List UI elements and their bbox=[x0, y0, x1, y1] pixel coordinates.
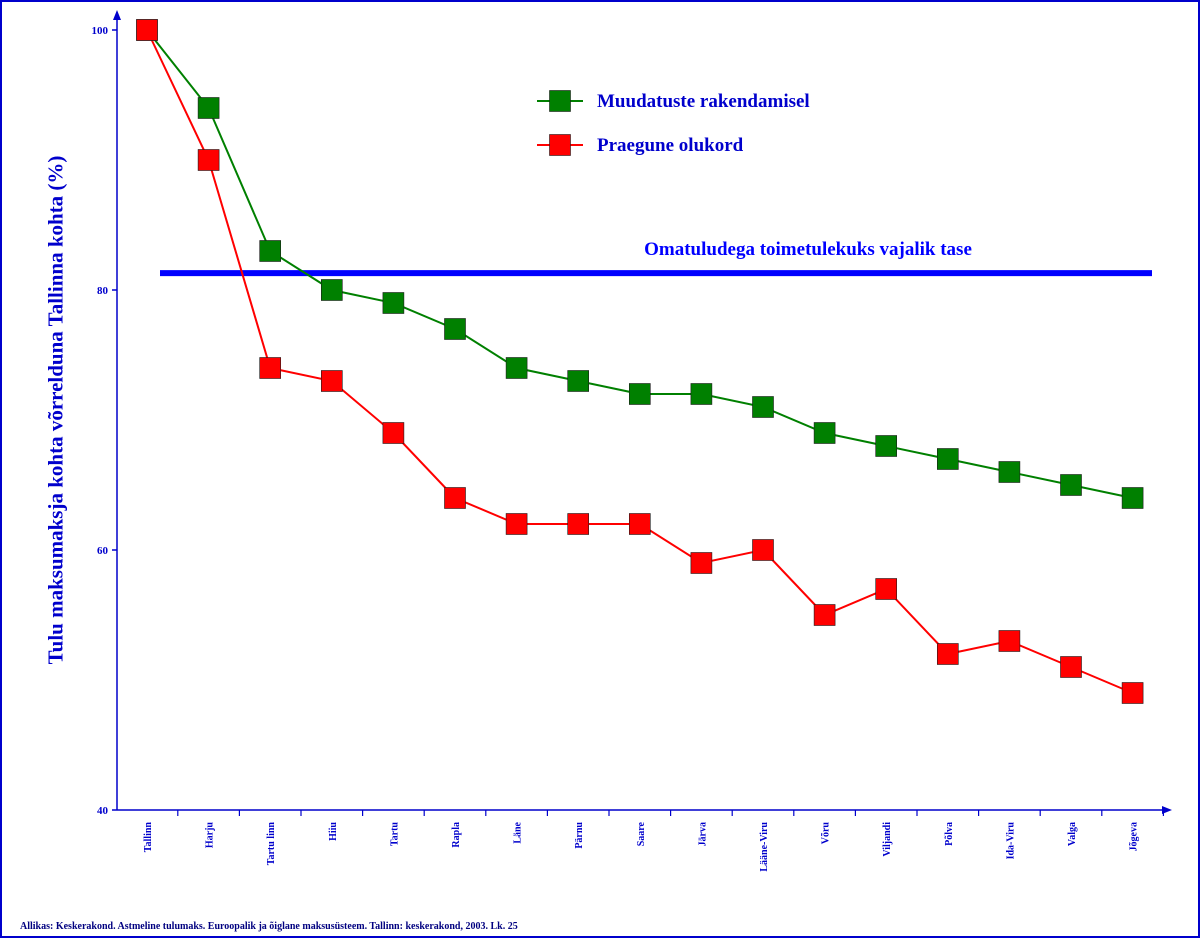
series-line-1 bbox=[146, 29, 1133, 694]
data-point bbox=[998, 461, 1021, 483]
x-tick-label: Läne bbox=[513, 821, 524, 843]
reference-line-label: Omatuludega toimetulekuks vajalik tase bbox=[644, 239, 972, 260]
data-point bbox=[567, 370, 590, 392]
y-tick-label: 60 bbox=[97, 545, 109, 557]
data-point bbox=[875, 435, 898, 457]
reference-line-group: Omatuludega toimetulekuks vajalik tase bbox=[160, 239, 1152, 277]
data-point bbox=[567, 513, 590, 535]
x-axis-arrow bbox=[1162, 806, 1172, 814]
data-point bbox=[505, 513, 528, 535]
data-point bbox=[628, 513, 651, 535]
y-axis-label-wrap: Tulu maksumaksja kohta võrrelduna Tallin… bbox=[36, 100, 76, 720]
legend-label: Muudatuste rakendamisel bbox=[597, 91, 810, 112]
data-point bbox=[1060, 474, 1082, 496]
y-tick-label: 40 bbox=[97, 805, 109, 817]
y-axis-label: Tulu maksumaksja kohta võrrelduna Tallin… bbox=[43, 155, 68, 665]
data-point bbox=[136, 19, 158, 41]
x-tick-label: Võru bbox=[821, 822, 832, 845]
x-tick-label: Järva bbox=[697, 822, 708, 846]
x-tick-label: Lääne-Viru bbox=[759, 822, 770, 872]
data-point bbox=[320, 279, 343, 301]
x-tick-label: Tallinn bbox=[143, 822, 154, 853]
x-tick-label: Valga bbox=[1067, 822, 1078, 846]
axes: 40 60 80 100 Tallinn Harju Tartu linn Hiiu Tartu… bbox=[92, 10, 1172, 872]
y-axis-arrow bbox=[113, 10, 121, 20]
series-markers bbox=[136, 19, 1144, 704]
x-tick-label: Harju bbox=[205, 822, 216, 849]
data-point bbox=[936, 448, 959, 470]
legend-marker bbox=[549, 90, 571, 112]
data-point bbox=[813, 604, 836, 626]
x-tick-label: Pärnu bbox=[574, 822, 585, 849]
series-lines bbox=[146, 29, 1133, 694]
data-point bbox=[1121, 487, 1144, 509]
y-tick-label: 100 bbox=[92, 25, 109, 37]
data-point bbox=[628, 383, 651, 405]
x-tick-label: Põlva bbox=[944, 822, 955, 846]
data-point bbox=[1060, 656, 1082, 678]
data-point bbox=[1121, 682, 1144, 704]
x-tick-label: Hiiu bbox=[328, 822, 339, 841]
data-point bbox=[382, 292, 405, 314]
data-point bbox=[690, 552, 713, 574]
x-tick-label: Viljandi bbox=[882, 822, 893, 857]
data-point bbox=[320, 370, 343, 392]
data-point bbox=[936, 643, 959, 665]
data-point bbox=[259, 357, 282, 379]
y-tick-label: 80 bbox=[97, 285, 109, 297]
x-tick-label: Tartu linn bbox=[266, 822, 277, 866]
data-point bbox=[752, 539, 774, 561]
x-tick-label: Rapla bbox=[451, 822, 462, 848]
data-point bbox=[690, 383, 713, 405]
data-point bbox=[752, 396, 774, 418]
data-point bbox=[813, 422, 836, 444]
data-point bbox=[259, 240, 282, 262]
data-point bbox=[444, 318, 466, 340]
data-point bbox=[998, 630, 1021, 652]
data-point bbox=[875, 578, 898, 600]
x-tick-label: Jõgeva bbox=[1129, 822, 1140, 851]
x-tick-label: Ida-Viru bbox=[1005, 822, 1016, 860]
x-tick-label: Saare bbox=[636, 821, 647, 846]
data-point bbox=[382, 422, 405, 444]
legend: Muudatuste rakendamisel Praegune olukord bbox=[537, 90, 810, 156]
legend-label: Praegune olukord bbox=[597, 135, 744, 156]
data-point bbox=[197, 149, 220, 171]
legend-marker bbox=[549, 134, 571, 156]
data-point bbox=[444, 487, 466, 509]
data-point bbox=[505, 357, 528, 379]
data-point bbox=[197, 97, 220, 119]
x-tick-label: Tartu bbox=[389, 822, 400, 847]
source-note: Allikas: Keskerakond. Astmeline tulumaks… bbox=[20, 921, 518, 932]
